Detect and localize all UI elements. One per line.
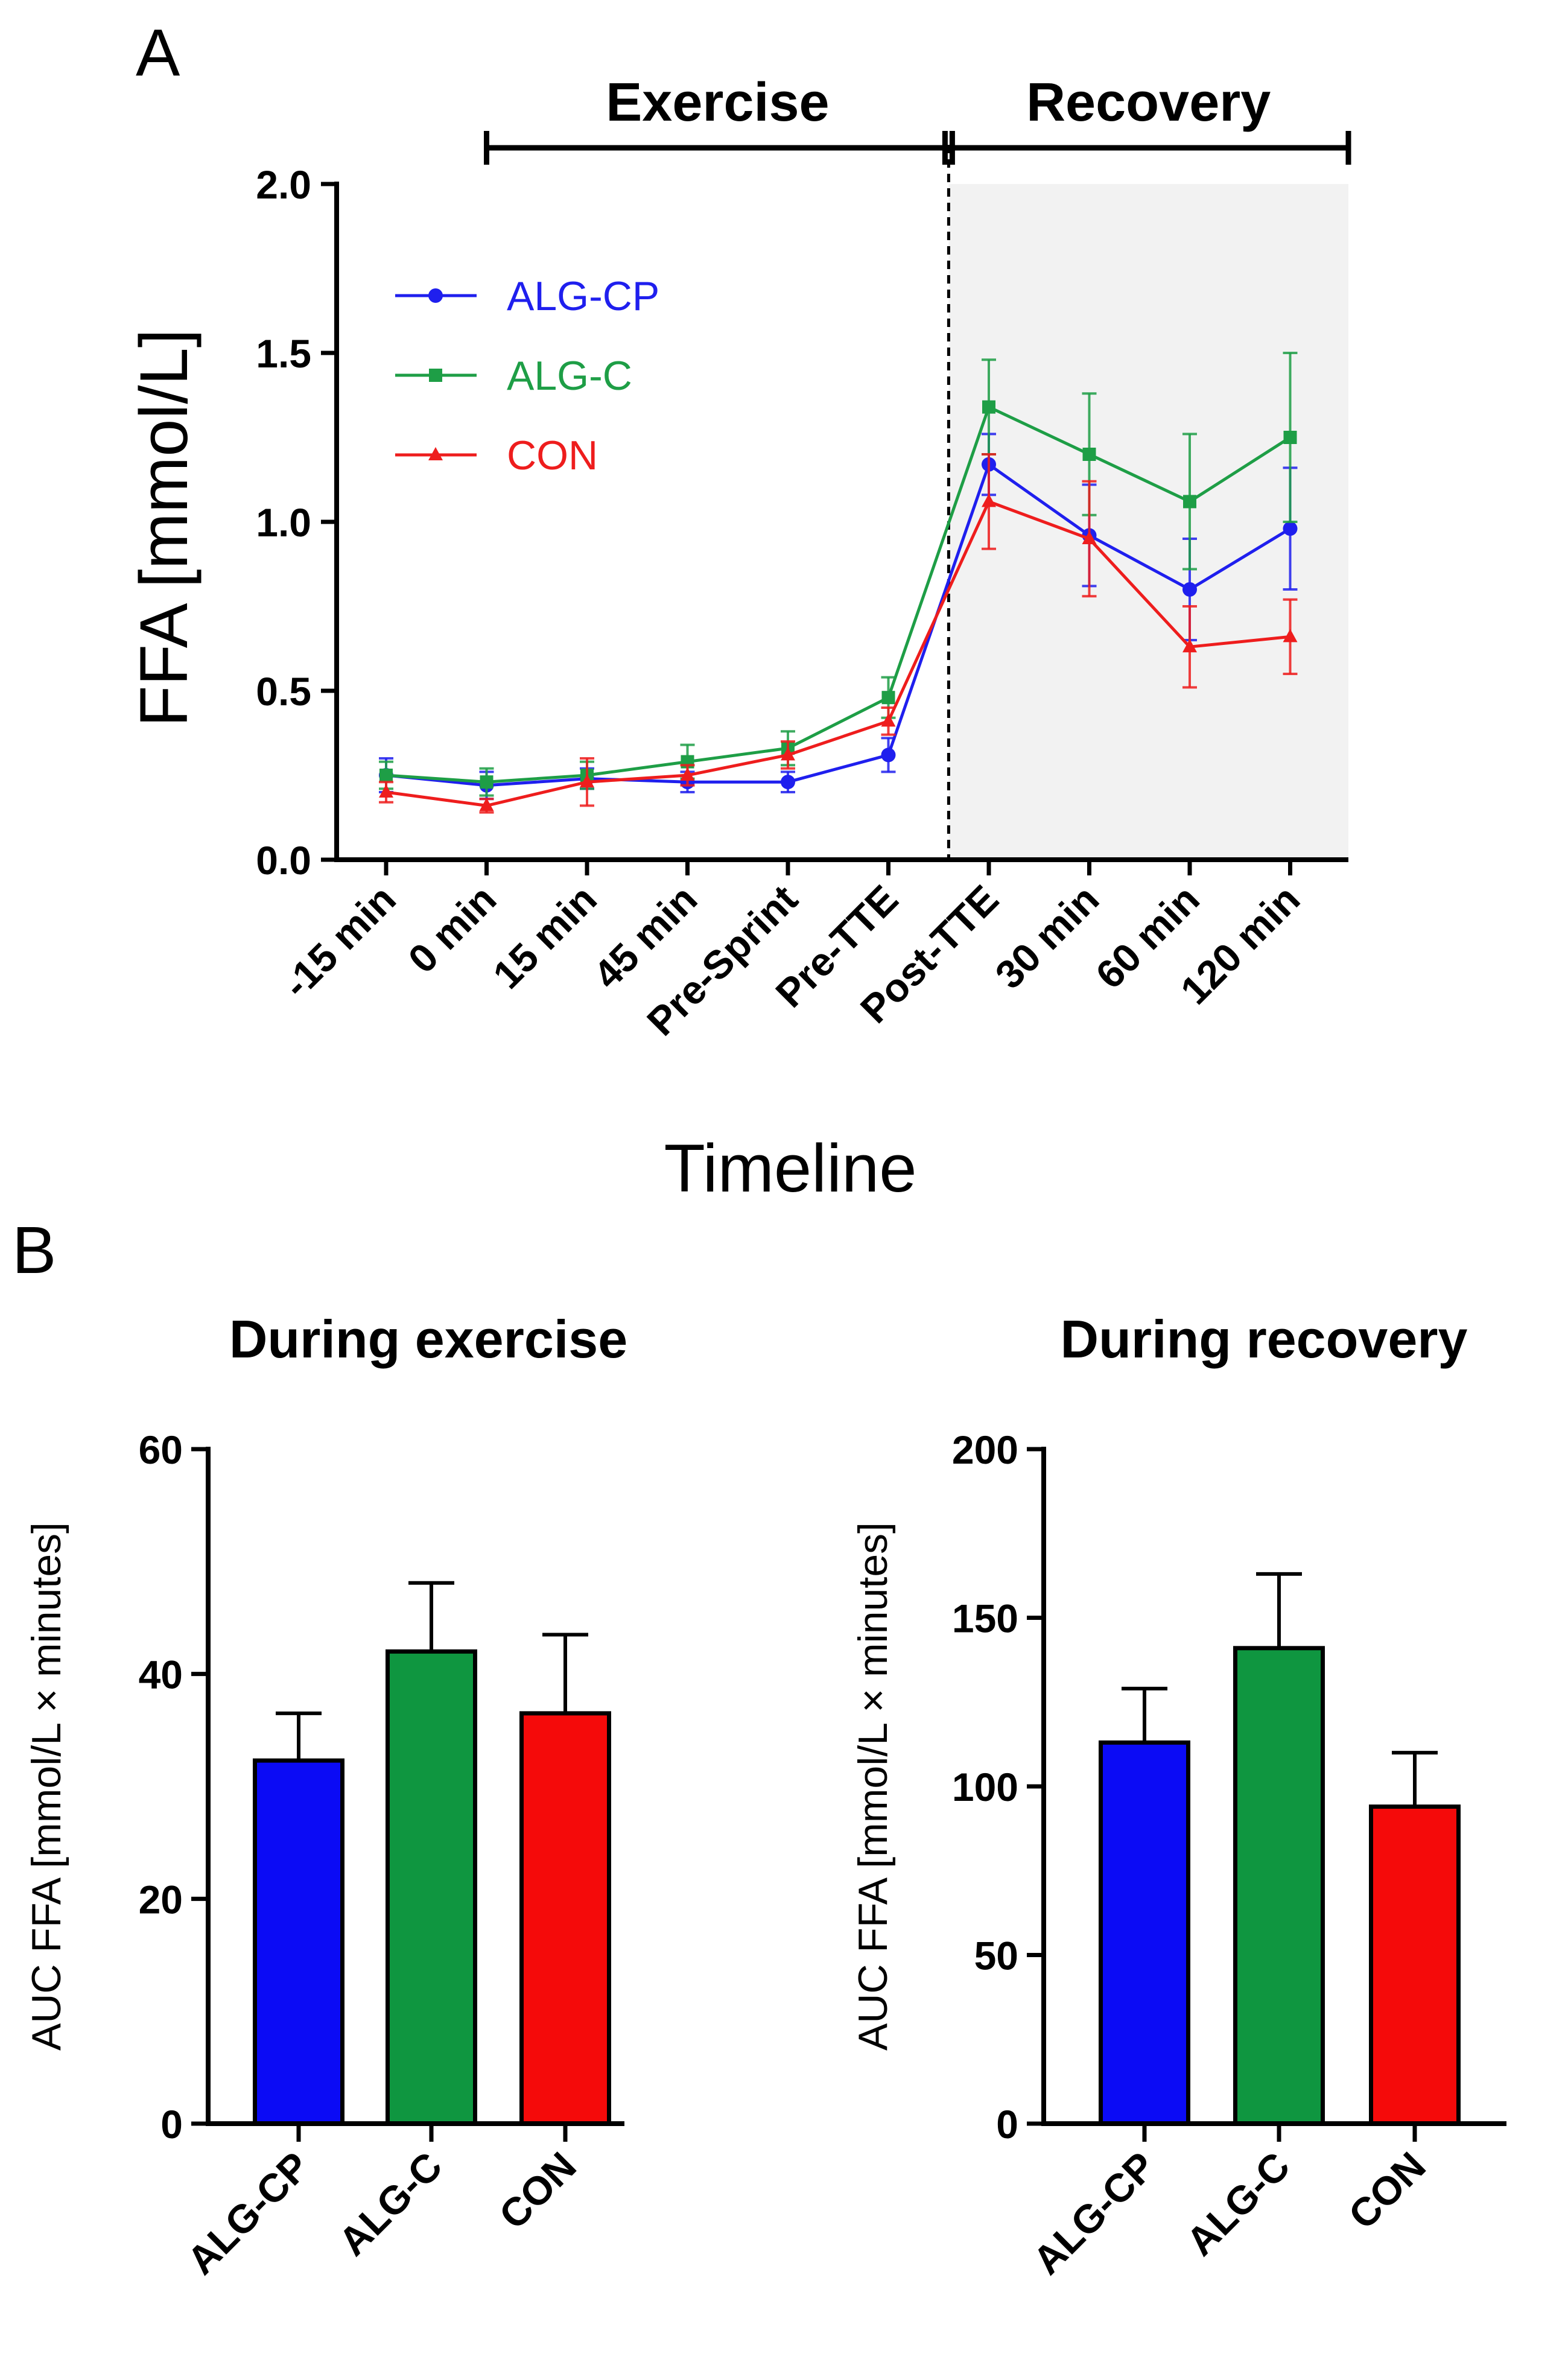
data-point bbox=[1182, 639, 1197, 653]
data-point bbox=[1183, 495, 1196, 509]
legend-marker bbox=[428, 447, 443, 460]
recovery-shaded-region bbox=[948, 184, 1348, 860]
bar bbox=[386, 1649, 477, 2126]
bar-group-alg-cp bbox=[253, 1711, 344, 2126]
bar-group-alg-cp bbox=[1099, 1686, 1190, 2126]
phase-brackets: Exercise Recovery bbox=[484, 72, 1351, 165]
data-point bbox=[982, 494, 996, 507]
data-point bbox=[1283, 431, 1297, 444]
x-tick-label: 30 min bbox=[986, 877, 1107, 997]
data-point bbox=[379, 784, 393, 798]
data-point bbox=[1283, 521, 1298, 536]
y-tick-label: 0.5 bbox=[256, 669, 311, 714]
data-point bbox=[1082, 531, 1097, 544]
x-tick-label: ALG-C bbox=[330, 2144, 451, 2264]
x-tick-label: 15 min bbox=[484, 877, 605, 997]
data-point bbox=[881, 713, 896, 727]
auc-exercise-bar-chart: During exercise AUC FFA [mmol/L × minute… bbox=[24, 1309, 627, 2283]
legend-item-con: CON bbox=[395, 433, 598, 478]
y-tick-label: 200 bbox=[952, 1427, 1018, 1472]
chart-b2-body: 0 50 100 150 200 ALG-CP ALG-C CON bbox=[952, 1427, 1506, 2283]
series-alg-c bbox=[379, 352, 1298, 797]
legend-label: ALG-CP bbox=[507, 273, 659, 319]
y-tick-label: 150 bbox=[952, 1596, 1018, 1641]
y-tick-label: 0 bbox=[996, 2102, 1018, 2147]
data-point bbox=[1283, 629, 1298, 643]
y-tick-label: 20 bbox=[139, 1877, 183, 1922]
data-point bbox=[479, 798, 494, 811]
panel-label-a: A bbox=[136, 16, 180, 90]
series-line bbox=[386, 500, 1290, 807]
bar bbox=[253, 1758, 344, 2126]
data-point bbox=[379, 769, 393, 782]
y-tick-label: 60 bbox=[139, 1427, 183, 1472]
legend-item-alg-c: ALG-C bbox=[395, 353, 632, 399]
chart-b1-title: During exercise bbox=[229, 1309, 627, 1369]
y-tick-label: 100 bbox=[952, 1765, 1018, 1809]
chart-a-series bbox=[379, 352, 1298, 814]
chart-b1-y-axis-label: AUC FFA [mmol/L × minutes] bbox=[24, 1522, 69, 2051]
series-line bbox=[386, 405, 1291, 784]
y-tick-label: 0.0 bbox=[256, 838, 311, 883]
legend-label: ALG-C bbox=[507, 353, 632, 399]
bar-group-con bbox=[1369, 1751, 1461, 2126]
chart-b2-y-axis-label: AUC FFA [mmol/L × minutes] bbox=[850, 1522, 896, 2051]
bar-group-alg-c bbox=[1233, 1572, 1325, 2126]
chart-b1-body: 0 20 40 60 ALG-CP ALG-C CON bbox=[139, 1427, 624, 2283]
bar-group-alg-c bbox=[386, 1581, 477, 2126]
y-tick-label: 2.0 bbox=[256, 162, 311, 207]
chart-a-y-axis-label: FFA [mmol/L] bbox=[126, 329, 202, 727]
bar-group-con bbox=[519, 1633, 611, 2126]
data-point bbox=[1082, 448, 1096, 461]
y-tick-label: 40 bbox=[139, 1652, 183, 1697]
data-point bbox=[781, 775, 795, 790]
series-line bbox=[386, 462, 1291, 787]
chart-a-x-axis-label: Timeline bbox=[664, 1131, 916, 1206]
data-point bbox=[982, 400, 995, 414]
ffa-timeline-chart: Exercise Recovery 0.0 0.5 1.0 1.5 2.0 -15 min… bbox=[126, 72, 1351, 1206]
x-tick-label: CON bbox=[490, 2144, 585, 2238]
x-tick-label: ALG-CP bbox=[179, 2144, 318, 2283]
exercise-phase-label: Exercise bbox=[606, 72, 829, 133]
bar bbox=[519, 1711, 611, 2126]
legend-item-alg-cp: ALG-CP bbox=[395, 273, 659, 319]
x-tick-label: CON bbox=[1340, 2144, 1434, 2238]
y-tick-label: 1.5 bbox=[256, 331, 311, 376]
chart-b2-title: During recovery bbox=[1061, 1309, 1468, 1369]
data-point bbox=[781, 747, 795, 761]
bar bbox=[1233, 1646, 1325, 2126]
chart-a-legend: ALG-CP ALG-C CON bbox=[395, 273, 659, 478]
x-tick-label: ALG-CP bbox=[1024, 2144, 1164, 2283]
y-tick-label: 0 bbox=[160, 2102, 183, 2147]
legend-marker bbox=[429, 369, 442, 382]
data-point bbox=[1182, 582, 1197, 597]
data-point bbox=[881, 747, 896, 763]
legend-label: CON bbox=[507, 433, 598, 478]
auc-recovery-bar-chart: During recovery AUC FFA [mmol/L × minute… bbox=[850, 1309, 1506, 2283]
legend-marker bbox=[428, 288, 443, 303]
panel-label-b: B bbox=[12, 1213, 56, 1287]
recovery-phase-label: Recovery bbox=[1026, 72, 1271, 133]
series-con bbox=[379, 453, 1298, 814]
data-point bbox=[680, 767, 695, 781]
data-point bbox=[580, 774, 594, 788]
x-tick-label: -15 min bbox=[274, 877, 404, 1007]
bar bbox=[1369, 1804, 1461, 2126]
x-tick-label: ALG-C bbox=[1178, 2144, 1298, 2264]
data-point bbox=[480, 775, 494, 789]
y-tick-label: 50 bbox=[974, 1934, 1018, 1978]
data-point bbox=[881, 691, 895, 705]
y-tick-label: 1.0 bbox=[256, 500, 311, 545]
bar bbox=[1099, 1740, 1190, 2126]
